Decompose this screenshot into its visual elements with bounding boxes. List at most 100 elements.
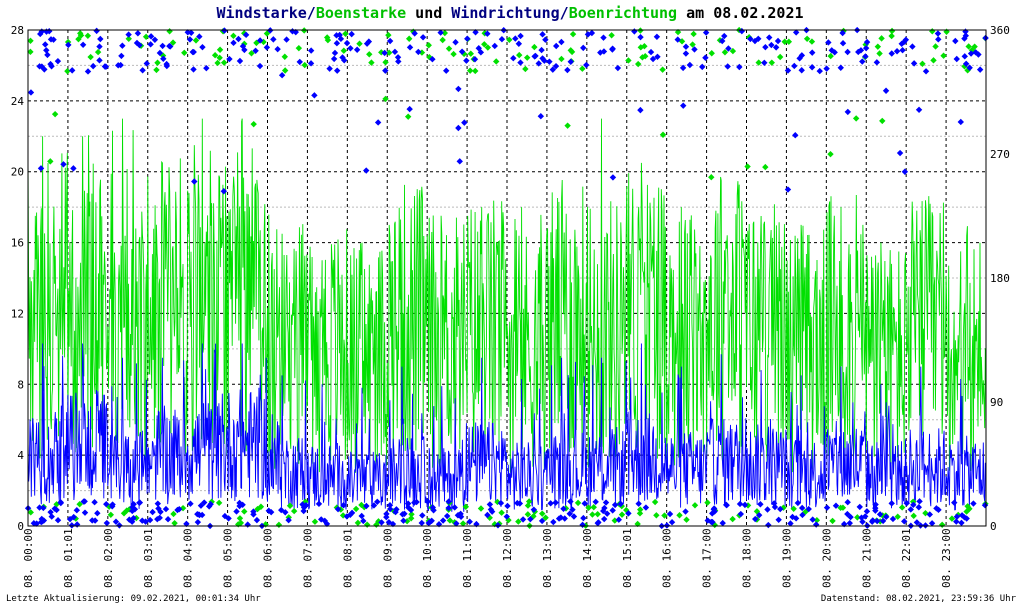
marker-boenrichtung [690, 30, 697, 38]
marker-windrichtung [239, 501, 246, 508]
marker-windrichtung [558, 38, 565, 46]
marker-windrichtung [164, 516, 172, 523]
marker-windrichtung [981, 501, 989, 509]
marker-windrichtung [424, 498, 431, 505]
marker-windrichtung [343, 39, 351, 47]
marker-windrichtung [935, 506, 942, 514]
marker-boenrichtung [922, 509, 929, 517]
marker-windrichtung [552, 499, 559, 506]
marker-windrichtung [363, 502, 370, 510]
marker-boenrichtung [894, 513, 901, 520]
marker-windrichtung [903, 499, 910, 507]
marker-windrichtung [653, 33, 661, 41]
marker-windrichtung [221, 512, 229, 520]
marker-windrichtung [680, 102, 687, 109]
marker-windrichtung [47, 508, 54, 516]
marker-boenrichtung [311, 518, 319, 525]
marker-windrichtung [846, 519, 853, 527]
marker-windrichtung [263, 44, 271, 51]
marker-boenrichtung [216, 54, 223, 61]
marker-windrichtung [915, 106, 923, 114]
marker-windrichtung [54, 57, 62, 65]
marker-windrichtung [167, 43, 174, 50]
marker-windrichtung [922, 522, 929, 529]
x-tick-label: 08. 10:00 [421, 528, 434, 588]
marker-windrichtung [93, 27, 100, 35]
marker-windrichtung [40, 504, 47, 512]
marker-windrichtung [159, 42, 166, 50]
marker-boenrichtung [426, 53, 433, 61]
marker-windrichtung [844, 108, 852, 116]
marker-windrichtung [221, 27, 228, 34]
marker-windrichtung [635, 500, 642, 507]
marker-boenrichtung [472, 67, 479, 75]
marker-windrichtung [226, 55, 233, 63]
y-right-tick-label: 180 [990, 272, 1010, 285]
marker-windrichtung [770, 500, 778, 507]
marker-windrichtung [775, 516, 782, 524]
marker-windrichtung [60, 161, 67, 168]
marker-boenrichtung [542, 514, 549, 521]
marker-windrichtung [274, 45, 281, 53]
marker-windrichtung [43, 28, 50, 35]
y-left-tick-label: 20 [11, 166, 24, 179]
y-left-tick-label: 8 [17, 378, 24, 391]
marker-windrichtung [967, 50, 975, 57]
marker-windrichtung [567, 58, 574, 65]
marker-windrichtung [406, 44, 414, 51]
marker-windrichtung [710, 505, 718, 512]
marker-windrichtung [970, 500, 977, 507]
marker-boenrichtung [524, 502, 532, 509]
y-left-tick-label: 24 [11, 95, 25, 108]
marker-windrichtung [888, 500, 895, 507]
marker-windrichtung [250, 511, 257, 518]
marker-boenrichtung [281, 67, 289, 74]
wind-series-layer [27, 343, 986, 512]
marker-windrichtung [336, 31, 343, 39]
marker-boenrichtung [215, 499, 223, 507]
marker-windrichtung [724, 63, 731, 70]
marker-windrichtung [751, 37, 759, 45]
marker-boenrichtung [862, 41, 869, 48]
marker-windrichtung [443, 67, 450, 74]
marker-windrichtung [119, 42, 126, 49]
marker-windrichtung [882, 87, 890, 94]
marker-windrichtung [719, 519, 726, 527]
marker-boenrichtung [589, 511, 596, 518]
marker-windrichtung [187, 500, 194, 507]
marker-windrichtung [278, 506, 285, 514]
y-left-tick-label: 0 [17, 520, 24, 533]
marker-windrichtung [791, 62, 798, 70]
marker-windrichtung [889, 515, 897, 523]
marker-windrichtung [477, 49, 485, 56]
marker-windrichtung [617, 500, 624, 508]
marker-windrichtung [96, 43, 103, 50]
marker-boenrichtung [352, 505, 360, 513]
marker-boenrichtung [385, 49, 393, 56]
marker-windrichtung [614, 64, 622, 72]
marker-windrichtung [265, 507, 272, 514]
marker-windrichtung [118, 52, 125, 60]
marker-boenrichtung [342, 30, 349, 37]
marker-boenrichtung [403, 517, 411, 525]
marker-boenrichtung [522, 65, 529, 73]
marker-boenrichtung [459, 520, 467, 527]
marker-boenrichtung [878, 35, 885, 42]
marker-windrichtung [497, 499, 505, 507]
marker-boenrichtung [27, 48, 34, 56]
marker-windrichtung [453, 520, 460, 527]
marker-windrichtung [863, 508, 871, 515]
marker-windrichtung [600, 34, 607, 41]
marker-boenrichtung [803, 35, 811, 42]
marker-windrichtung [96, 57, 103, 64]
marker-windrichtung [514, 499, 521, 507]
marker-boenrichtung [608, 32, 615, 39]
x-tick-label: 08. 06:00 [262, 528, 275, 588]
marker-windrichtung [580, 44, 587, 52]
marker-boenrichtung [192, 37, 200, 44]
marker-windrichtung [957, 118, 964, 126]
marker-windrichtung [736, 500, 744, 508]
x-tick-label: 08. 18:00 [741, 528, 754, 588]
footer-data-status: Datenstand: 08.02.2021, 23:59:36 Uhr [821, 594, 1017, 604]
marker-windrichtung [709, 510, 716, 517]
